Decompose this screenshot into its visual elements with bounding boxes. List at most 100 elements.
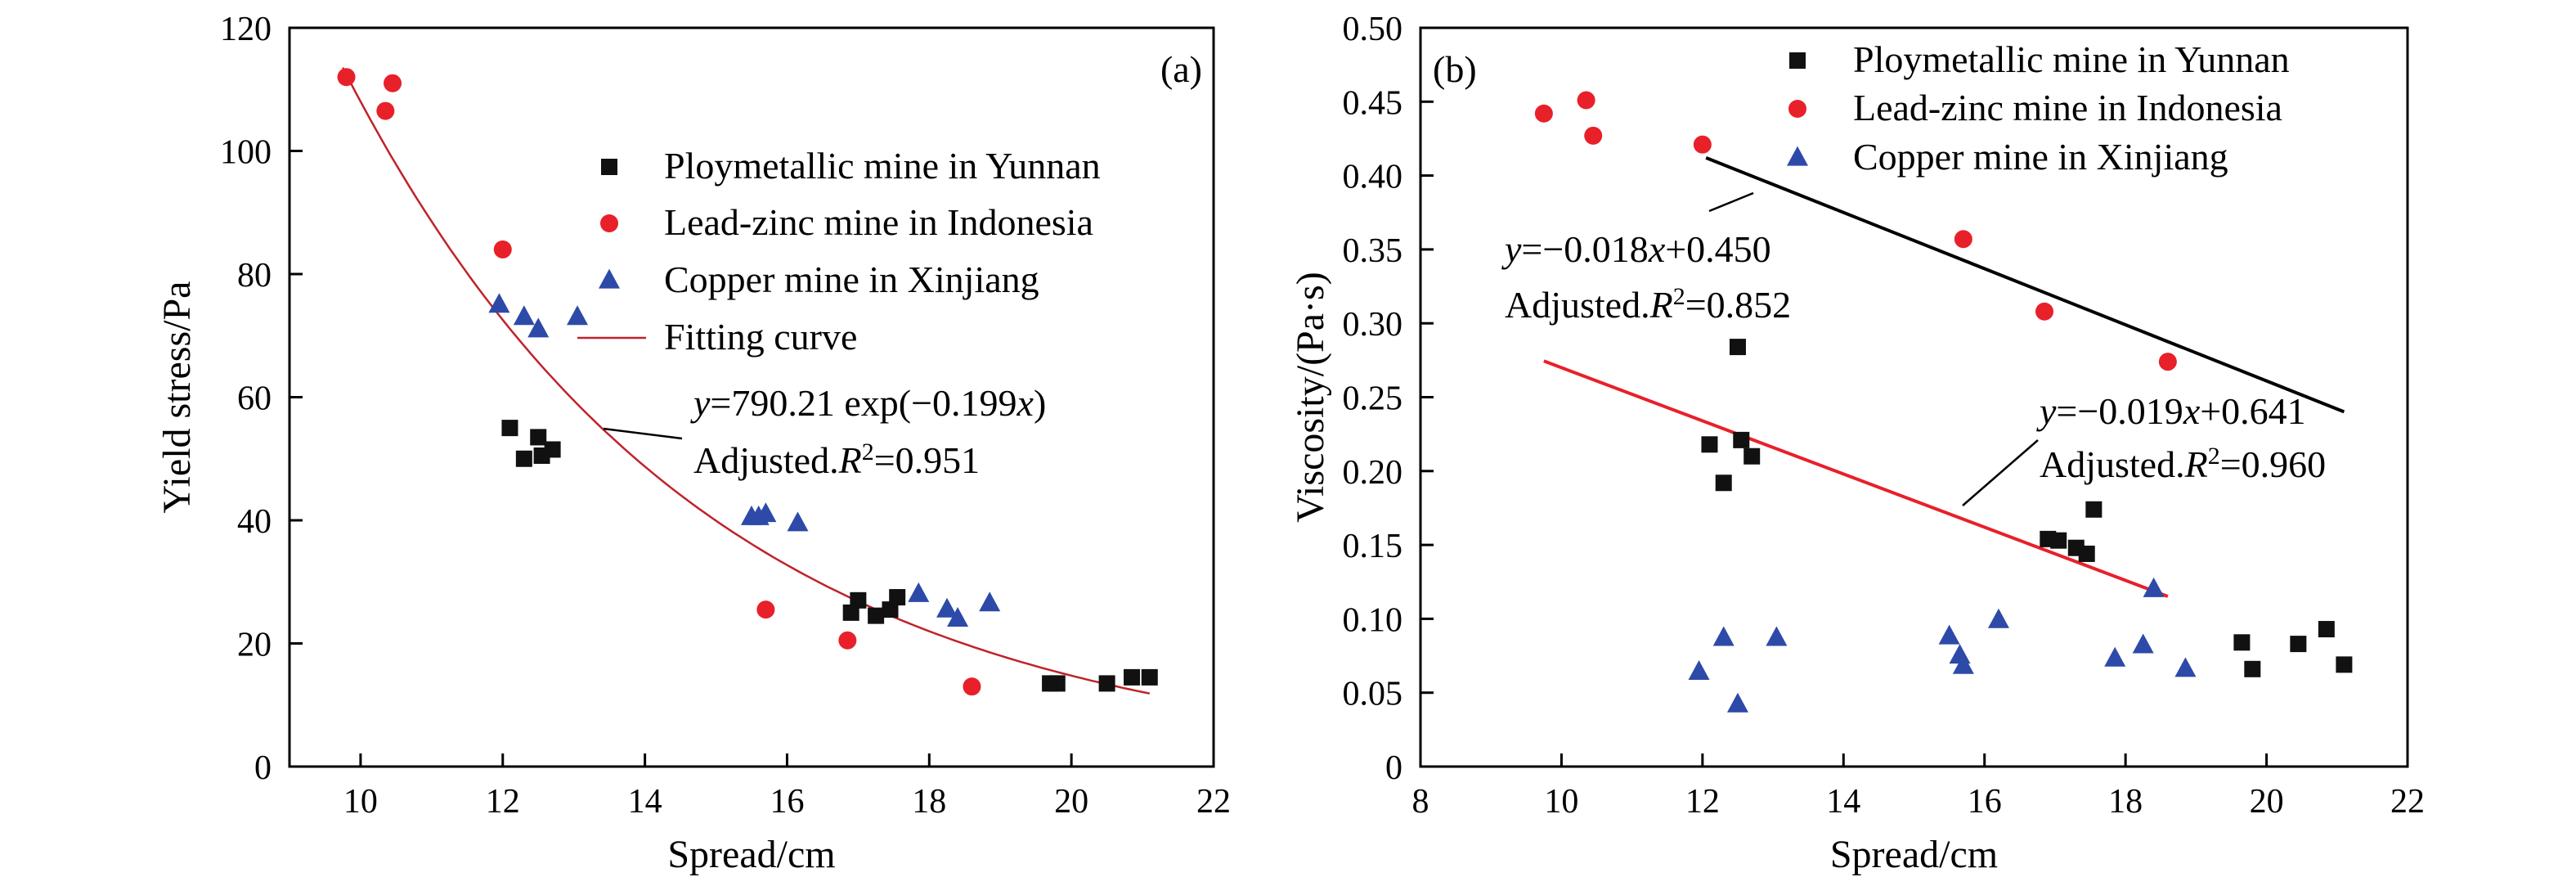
y-tick-label: 0.50 <box>1343 11 1403 48</box>
y-tick-label: 0.15 <box>1343 528 1403 565</box>
legend-label: Lead-zinc mine in Indonesia <box>1853 87 2282 128</box>
xinjiang-point <box>1726 692 1748 713</box>
legend-label: Copper mine in Xinjiang <box>664 259 1039 300</box>
xinjiang-point <box>1987 608 2009 628</box>
xinjiang-point <box>567 305 589 326</box>
yunnan-point <box>882 601 899 618</box>
yunnan-point <box>1715 474 1732 492</box>
x-tick-label: 12 <box>1685 783 1720 821</box>
panel-label: (b) <box>1433 48 1477 90</box>
fit-annotation-indonesia: y=−0.018x+0.450 Adjusted.R2=0.852 <box>1501 191 1791 326</box>
xinjiang-point <box>1949 644 1971 664</box>
x-tick-label: 20 <box>2250 783 2284 821</box>
yunnan-point <box>501 420 518 437</box>
legend-marker <box>601 159 617 175</box>
indonesia-point <box>384 74 402 92</box>
y-tick-label: 40 <box>237 503 272 541</box>
y-tick-label: 60 <box>237 380 272 418</box>
x-tick-label: 22 <box>2390 783 2425 821</box>
fit-annotation-yunnan: y=−0.019x+0.641 Adjusted.R2=0.960 <box>1962 390 2326 506</box>
yunnan-point <box>850 591 867 609</box>
xinjiang-point <box>1938 624 1960 645</box>
xinjiang-point <box>787 511 809 532</box>
yunnan-point <box>2290 636 2307 653</box>
panel-a: 10 12 14 16 18 20 22 0 20 40 60 80 100 120 Spread/cm Yi… <box>155 11 1231 876</box>
x-tick-label: 12 <box>486 783 520 821</box>
y-tick-label: 0.45 <box>1343 84 1403 122</box>
indonesia-point <box>493 240 512 259</box>
yunnan-point <box>2050 532 2067 549</box>
yunnan-point <box>1098 675 1115 692</box>
legend-marker <box>599 268 620 289</box>
fitting-curve <box>342 67 1151 695</box>
fit-r2: Adjusted.R2=0.960 <box>2040 443 2326 486</box>
panel-label: (a) <box>1160 48 1202 90</box>
annotation-leader <box>1962 439 2039 506</box>
yunnan-point <box>2336 656 2353 673</box>
annotation-leader <box>1708 191 1754 213</box>
yunnan-point <box>1141 668 1158 686</box>
x-tick-label: 10 <box>1544 783 1578 821</box>
fit-r2: Adjusted.R2=0.852 <box>1505 283 1791 326</box>
fit-r2: Adjusted.R2=0.951 <box>693 439 980 482</box>
x-tick-label: 16 <box>1968 783 2002 821</box>
xinjiang-point <box>513 305 535 326</box>
x-axis-title: Spread/cm <box>667 833 835 876</box>
indonesia-point <box>1693 135 1712 154</box>
yunnan-point <box>2233 634 2251 651</box>
legend-marker <box>1788 100 1806 118</box>
legend-marker <box>1787 146 1808 166</box>
fit-annotation: y=790.21 exp(−0.199x) Adjusted.R2=0.951 <box>603 382 1046 482</box>
fit-equation: y=−0.019x+0.641 <box>2036 390 2306 432</box>
indonesia-point <box>756 600 775 619</box>
xinjiang-point <box>2143 577 2165 597</box>
y-tick-label: 0.05 <box>1343 676 1403 713</box>
yunnan-point <box>544 441 561 458</box>
y-tick-label: 100 <box>220 134 272 172</box>
indonesia-point <box>2158 353 2177 371</box>
xinjiang-point <box>936 597 958 618</box>
yunnan-point <box>889 589 906 606</box>
annotation-leader <box>603 427 683 440</box>
legend-label: Ploymetallic mine in Yunnan <box>664 145 1101 187</box>
legend: Ploymetallic mine in Yunnan Lead-zinc min… <box>577 145 1101 358</box>
indonesia-point <box>963 677 981 696</box>
x-tick-label: 22 <box>1196 783 1231 821</box>
xinjiang-point <box>755 502 777 523</box>
fit-equation: y=−0.018x+0.450 <box>1501 228 1771 270</box>
y-tick-label: 80 <box>237 257 272 295</box>
legend: Ploymetallic mine in Yunnan Lead-zinc min… <box>1787 38 2290 178</box>
yunnan-point <box>1048 675 1066 692</box>
y-tick-label: 0 <box>254 749 272 787</box>
indonesia-point <box>2035 302 2053 321</box>
y-tick-label: 120 <box>220 11 272 48</box>
indonesia-point <box>1534 104 1553 123</box>
xinjiang-point <box>1766 626 1788 646</box>
fit-equation: y=790.21 exp(−0.199x) <box>690 382 1046 424</box>
xinjiang-point <box>2174 657 2197 677</box>
yunnan-point <box>2085 501 2103 518</box>
y-tick-label: 0.20 <box>1343 454 1403 492</box>
xinjiang-point <box>1712 626 1735 646</box>
x-tick-label: 8 <box>1412 783 1429 821</box>
x-tick-label: 18 <box>912 783 946 821</box>
legend-marker <box>1789 52 1806 69</box>
yunnan-point <box>530 429 547 446</box>
fit-line-indonesia <box>1543 359 2169 598</box>
xinjiang-point <box>2132 633 2154 654</box>
xinjiang-point <box>1952 654 1974 674</box>
panel-b: 8 10 12 14 16 18 20 22 0 0.05 0.10 0.15 0.20 0.25 0.30… <box>1289 11 2425 876</box>
xinjiang-point <box>2104 646 2126 667</box>
x-tick-label: 14 <box>1826 783 1860 821</box>
legend-label: Copper mine in Xinjiang <box>1853 136 2228 178</box>
x-tick-label: 16 <box>770 783 804 821</box>
xinjiang-point <box>488 293 510 313</box>
x-tick-label: 18 <box>2108 783 2143 821</box>
xinjiang-point <box>947 607 969 627</box>
y-tick-label: 0.35 <box>1343 232 1403 270</box>
yunnan-point <box>1701 436 1718 453</box>
indonesia-point <box>1954 230 1972 249</box>
y-tick-label: 0.25 <box>1343 380 1403 418</box>
xinjiang-point <box>979 591 1001 612</box>
